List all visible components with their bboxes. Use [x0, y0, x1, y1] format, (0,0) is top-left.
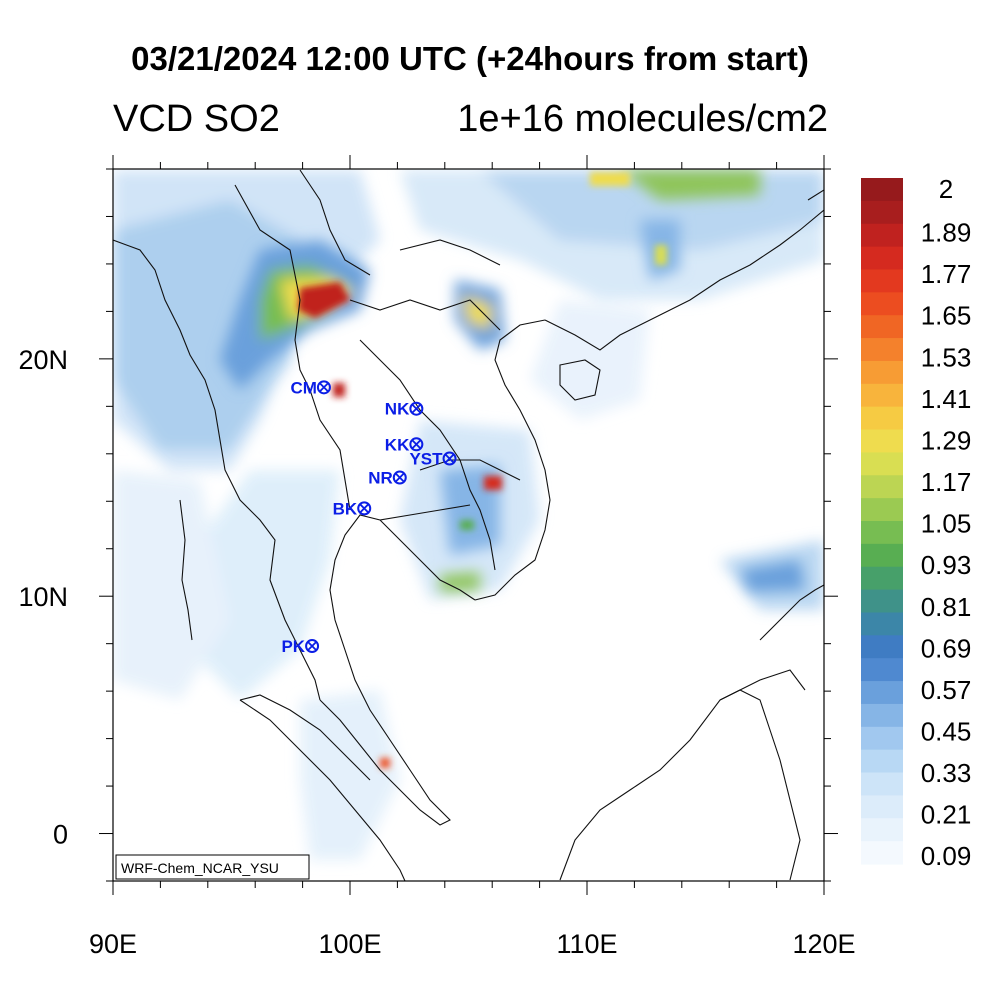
- colorbar-swatch: [861, 452, 903, 476]
- colorbar-swatch: [861, 521, 903, 545]
- colorbar-swatch: [861, 429, 903, 453]
- station-label: BK: [333, 499, 358, 518]
- colorbar-swatch: [861, 681, 903, 705]
- colorbar-swatch: [861, 543, 903, 568]
- colorbar-swatch: [861, 726, 903, 751]
- colorbar-swatch: [861, 749, 903, 774]
- model-label-box: WRF-Chem_NCAR_YSU: [115, 854, 310, 880]
- station-marker-icon: [392, 470, 407, 485]
- x-tick-label: 100E: [318, 929, 381, 959]
- colorbar-swatch: [861, 475, 903, 499]
- y-tick-label: 0: [53, 820, 68, 850]
- colorbar-swatch: [861, 772, 903, 796]
- colorbar-swatch: [861, 498, 903, 522]
- colorbar-swatch: [861, 383, 903, 408]
- colorbar-label: 0.33: [921, 758, 972, 788]
- colorbar-label: 1.05: [921, 509, 972, 539]
- colorbar-swatch: [861, 841, 903, 865]
- colorbar-label: 1.53: [921, 342, 972, 372]
- model-label: WRF-Chem_NCAR_YSU: [121, 860, 279, 876]
- colorbar-label: 1.65: [921, 301, 972, 331]
- units-label: 1e+16 molecules/cm2: [457, 98, 828, 140]
- so2-field: [113, 170, 824, 860]
- colorbar-label: 2: [939, 174, 953, 204]
- colorbar-label: 1.29: [921, 425, 972, 455]
- station-nk: NK: [385, 400, 424, 419]
- map-axes: 90E 100E 110E 120E 20N 10N 0: [18, 155, 856, 959]
- colorbar-swatch: [861, 818, 903, 842]
- station-label: CM: [290, 378, 316, 397]
- station-kk: KK: [385, 435, 424, 454]
- colorbar-swatch: [861, 315, 903, 339]
- station-marker-icon: [316, 380, 331, 395]
- colorbar-swatch: [861, 658, 903, 682]
- colorbar-label: 0.93: [921, 550, 972, 580]
- y-tick-label: 20N: [18, 345, 68, 375]
- x-tick-label: 110E: [556, 929, 617, 959]
- station-label: KK: [385, 435, 410, 454]
- colorbar-label: 1.41: [921, 384, 972, 414]
- colorbar: 2 1.89 1.77 1.65 1.53 1.41 1.29 1.17 1.05 0.93 0.8…: [861, 174, 971, 871]
- colorbar-swatch: [861, 795, 903, 819]
- colorbar-swatch: [861, 589, 903, 614]
- coastlines: [113, 169, 824, 881]
- station-marker-icon: [305, 639, 320, 654]
- colorbar-swatch: [861, 635, 903, 659]
- colorbar-label: 0.81: [921, 592, 972, 622]
- plot-frame: [112, 168, 825, 882]
- colorbar-swatch: [861, 406, 903, 431]
- colorbar-label: 1.77: [921, 259, 972, 289]
- station-cm: CM: [290, 378, 331, 397]
- map-title: 03/21/2024 12:00 UTC (+24hours from star…: [131, 40, 809, 77]
- station-label: NK: [385, 400, 410, 419]
- colorbar-swatch: [861, 292, 903, 316]
- station-label: PK: [281, 637, 305, 656]
- colorbar-swatch: [861, 246, 903, 271]
- colorbar-label: 0.57: [921, 675, 972, 705]
- variable-label: VCD SO2: [113, 98, 280, 140]
- station-label: NR: [368, 469, 393, 488]
- station-yst: YST: [409, 450, 457, 469]
- station-marker-icon: [409, 401, 424, 416]
- colorbar-swatch: [861, 178, 903, 202]
- station-bk: BK: [333, 499, 372, 518]
- station-label: YST: [409, 450, 443, 469]
- station-nr: NR: [368, 469, 407, 488]
- station-marker-icon: [357, 501, 372, 516]
- colorbar-label: 0.09: [921, 841, 972, 871]
- colorbar-label: 0.69: [921, 633, 972, 663]
- colorbar-swatch: [861, 360, 903, 385]
- colorbar-label: 0.45: [921, 716, 972, 746]
- station-marker-icon: [442, 451, 457, 466]
- colorbar-swatch: [861, 566, 903, 591]
- station-marker-icon: [409, 437, 424, 452]
- colorbar-label: 0.21: [921, 800, 972, 830]
- colorbar-label: 1.89: [921, 218, 972, 248]
- colorbar-label: 1.17: [921, 467, 972, 497]
- colorbar-swatch: [861, 338, 903, 362]
- x-tick-label: 120E: [792, 929, 855, 959]
- colorbar-swatch: [861, 612, 903, 636]
- colorbar-swatch: [861, 223, 903, 248]
- x-tick-label: 90E: [89, 929, 137, 959]
- station-pk: PK: [281, 637, 320, 656]
- y-tick-label: 10N: [18, 582, 68, 612]
- colorbar-swatch: [861, 269, 903, 293]
- colorbar-swatch: [861, 200, 903, 225]
- colorbar-swatch: [861, 703, 903, 728]
